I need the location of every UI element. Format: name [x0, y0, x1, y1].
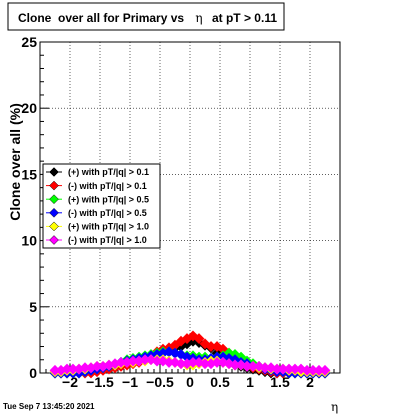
y-axis-title: Clone over all (%)	[7, 103, 23, 220]
legend-swatch-marker	[49, 180, 59, 191]
legend-label: (+) with pT/|q| > 1.0	[68, 222, 149, 232]
legend-label: (-) with pT/|q| > 1.0	[68, 235, 147, 245]
chart-title-eta: η	[195, 11, 202, 25]
title-box-frame	[7, 2, 285, 31]
y-tick-label: 25	[21, 34, 37, 50]
data-marker	[193, 333, 205, 345]
y-tick-label: 20	[21, 100, 37, 116]
legend-swatch-marker	[49, 221, 59, 232]
legend-label: (-) with pT/|q| > 0.5	[68, 208, 147, 218]
chart-title-suffix: at pT > 0.11	[212, 11, 277, 25]
legend-swatch-marker	[49, 167, 59, 177]
legend-label: (+) with pT/|q| > 0.5	[68, 194, 149, 204]
legend-swatch-marker	[49, 207, 59, 218]
x-tick-label: −1.5	[86, 374, 114, 390]
y-tick-label: 10	[21, 233, 37, 249]
x-tick-label: −0.5	[146, 374, 174, 390]
chart-title-prefix: Clone over all for Primary vs	[18, 11, 184, 25]
y-tick-label: 0	[29, 365, 37, 381]
legend-swatch-marker	[49, 194, 59, 205]
x-tick-label: 0	[186, 374, 194, 390]
x-axis-title: η	[331, 400, 338, 414]
x-tick-label: −1	[122, 374, 138, 390]
data-marker	[319, 364, 331, 376]
x-tick-label: 0.5	[210, 374, 230, 390]
x-tick-label: −2	[62, 374, 78, 390]
x-tick-label: 1	[246, 374, 254, 390]
footer-timestamp: Tue Sep 7 13:45:20 2021	[3, 402, 95, 411]
legend-frame	[42, 163, 161, 249]
y-tick-label: 15	[21, 166, 37, 182]
legend-label: (-) with pT/|q| > 0.1	[68, 181, 147, 191]
y-tick-label: 5	[29, 299, 37, 315]
x-tick-label: 1.5	[270, 374, 290, 390]
legend: (+) with pT/|q| > 0.1 (-) with pT/|q| > 0…	[42, 163, 161, 249]
x-tick-label: 2	[306, 374, 314, 390]
series-layer	[49, 330, 331, 379]
chart-title: Clone over all for Primary vs η at pT > …	[18, 11, 277, 25]
legend-label: (+) with pT/|q| > 0.1	[68, 167, 149, 177]
title-box: Clone over all for Primary vs η at pT > …	[7, 2, 285, 31]
legend-entries: (+) with pT/|q| > 0.1 (-) with pT/|q| > 0…	[46, 167, 149, 245]
legend-swatch-marker	[49, 235, 59, 245]
series-group	[49, 354, 331, 376]
